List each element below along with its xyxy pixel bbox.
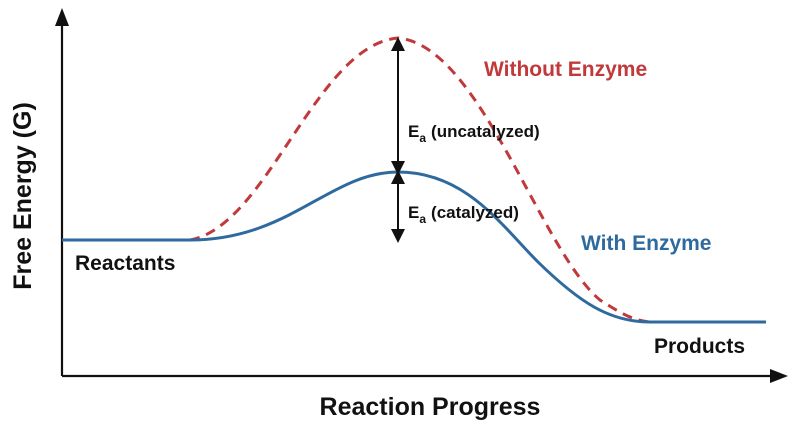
ea-subscript: a [419, 212, 426, 226]
axes [55, 8, 788, 383]
with-enzyme-label: With Enzyme [581, 232, 712, 255]
x-axis-title: Reaction Progress [320, 393, 541, 421]
without-enzyme-curve [189, 36, 651, 324]
products-label: Products [654, 335, 745, 358]
with-enzyme-curve [62, 170, 766, 324]
x-axis-arrowhead [770, 369, 788, 383]
ea-uncatalyzed-text: (uncatalyzed) [431, 122, 540, 141]
without-enzyme-label: Without Enzyme [484, 58, 647, 81]
reactants-label: Reactants [75, 252, 175, 275]
y-axis-arrowhead [55, 8, 69, 26]
ea-symbol: E [408, 122, 419, 141]
ea-catalyzed-text: (catalyzed) [431, 203, 519, 222]
ea-uncatalyzed-label: Ea (uncatalyzed) [408, 122, 540, 145]
ea-subscript: a [419, 131, 426, 145]
y-axis-title: Free Energy (G) [9, 102, 37, 290]
ea-symbol: E [408, 203, 419, 222]
ea-catalyzed-label: Ea (catalyzed) [408, 203, 519, 226]
